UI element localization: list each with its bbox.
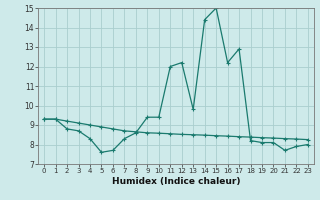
- X-axis label: Humidex (Indice chaleur): Humidex (Indice chaleur): [112, 177, 240, 186]
